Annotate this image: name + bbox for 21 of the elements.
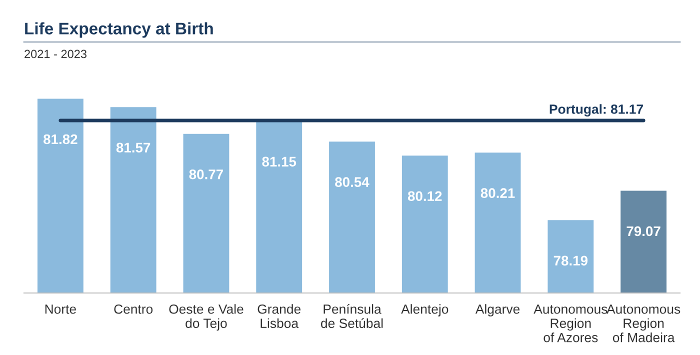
data-label: 79.07: [626, 226, 660, 236]
x-tick-label: Grande Lisboa: [258, 304, 301, 328]
chart-title: Life Expectancy at Birth: [25, 22, 213, 38]
x-tick-label: Autonomous Region of Azores: [534, 304, 608, 342]
data-label: 80.21: [480, 188, 515, 198]
data-label: 81.82: [44, 134, 78, 144]
data-label: 80.54: [335, 177, 370, 187]
x-tick-label: Algarve: [475, 304, 520, 316]
data-label: 81.57: [116, 142, 150, 153]
x-tick-label: Centro: [114, 304, 153, 314]
data-label: 80.12: [408, 191, 442, 202]
x-tick-label: Norte: [45, 304, 76, 314]
data-label: 81.15: [262, 156, 296, 167]
ref-line-label: Portugal: 81.17: [550, 104, 643, 117]
x-tick-label: Península de Setúbal: [321, 304, 383, 328]
data-label: 78.19: [554, 256, 588, 266]
x-tick-label: Autonomous Region of Madeira: [606, 304, 680, 342]
chart-subtitle: 2021 - 2023: [24, 50, 86, 58]
x-tick-label: Alentejo: [401, 304, 448, 316]
data-label: 80.77: [189, 169, 223, 180]
x-tick-label: Oeste e Vale do Tejo: [169, 304, 244, 331]
